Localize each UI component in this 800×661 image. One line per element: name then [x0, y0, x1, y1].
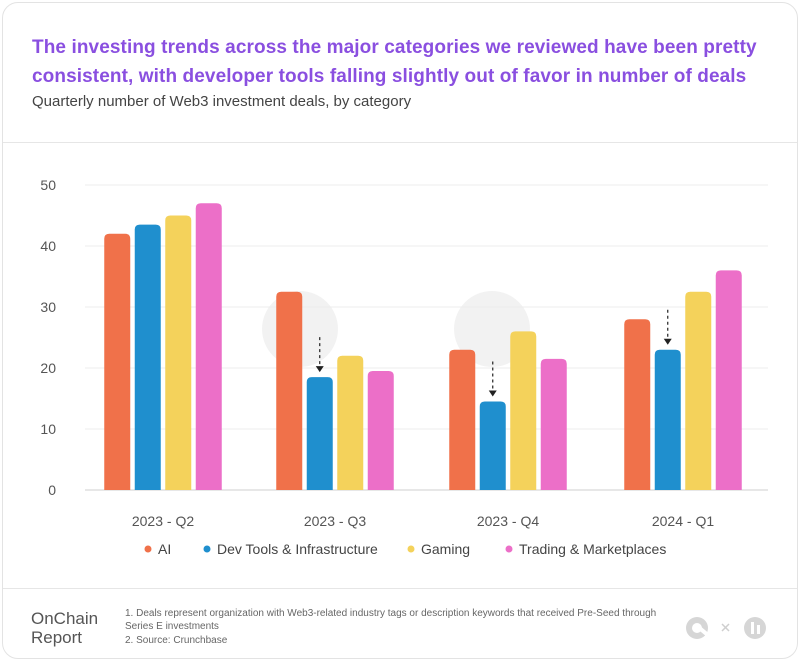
arrow-head — [663, 338, 672, 345]
bar — [510, 331, 537, 490]
legend-label: AI — [158, 541, 171, 557]
legend-label: Trading & Marketplaces — [519, 541, 666, 557]
bar — [479, 401, 506, 490]
y-tick-label: 0 — [48, 482, 56, 498]
brand-name: OnChain Report — [31, 609, 98, 647]
bar — [367, 371, 394, 490]
bar — [165, 215, 192, 490]
y-tick-label: 20 — [40, 360, 56, 376]
bar — [685, 291, 712, 490]
bar — [134, 224, 161, 490]
chart-title: The investing trends across the major ca… — [32, 37, 757, 87]
crunchbase-logo-icon — [744, 617, 766, 639]
legend-marker — [144, 545, 152, 553]
bar — [337, 355, 364, 490]
brand-line-2: Report — [31, 628, 83, 647]
arrow-head — [315, 366, 324, 373]
y-tick-label: 10 — [40, 421, 56, 437]
x-tick-label: 2023 - Q2 — [132, 513, 194, 529]
x-axis: 2023 - Q2 2023 - Q3 2023 - Q4 2024 - Q1 — [132, 513, 714, 529]
onchain-logo-icon — [686, 617, 709, 639]
times-icon — [721, 623, 730, 632]
y-tick-label: 40 — [40, 238, 56, 254]
legend-marker — [407, 545, 415, 553]
partner-logos — [686, 617, 766, 639]
y-axis: 0 10 20 30 40 50 — [40, 177, 56, 498]
bar — [195, 203, 222, 491]
legend-marker — [203, 545, 211, 553]
bar — [104, 233, 131, 491]
bar — [715, 270, 742, 490]
bars — [104, 203, 742, 491]
bar — [306, 377, 333, 490]
bar — [654, 349, 681, 490]
bar — [449, 349, 476, 490]
x-tick-label: 2023 - Q3 — [304, 513, 366, 529]
x-tick-label: 2024 - Q1 — [652, 513, 714, 529]
bar — [540, 358, 567, 490]
footnote-2: 2. Source: Crunchbase — [125, 635, 228, 646]
bar — [276, 291, 303, 490]
annotation-arrows — [315, 309, 672, 397]
y-tick-label: 50 — [40, 177, 56, 193]
legend: AI Dev Tools & Infrastructure Gaming Tradin… — [144, 541, 666, 557]
brand-line-1: OnChain — [31, 609, 99, 628]
legend-label: Dev Tools & Infrastructure — [217, 541, 378, 557]
legend-label: Gaming — [421, 541, 470, 557]
footnotes: 1. Deals represent organization with Web… — [125, 607, 685, 648]
x-tick-label: 2023 - Q4 — [477, 513, 539, 529]
bar — [624, 319, 651, 490]
chart-header: The investing trends across the major ca… — [3, 3, 797, 143]
legend-marker — [505, 545, 513, 553]
chart-subtitle: Quarterly number of Web3 investment deal… — [32, 93, 412, 110]
arrow-head — [488, 390, 497, 397]
footnote-1: 1. Deals represent organization with Web… — [125, 608, 657, 632]
footer: OnChain Report 1. Deals represent organi… — [3, 588, 797, 658]
y-tick-label: 30 — [40, 299, 56, 315]
